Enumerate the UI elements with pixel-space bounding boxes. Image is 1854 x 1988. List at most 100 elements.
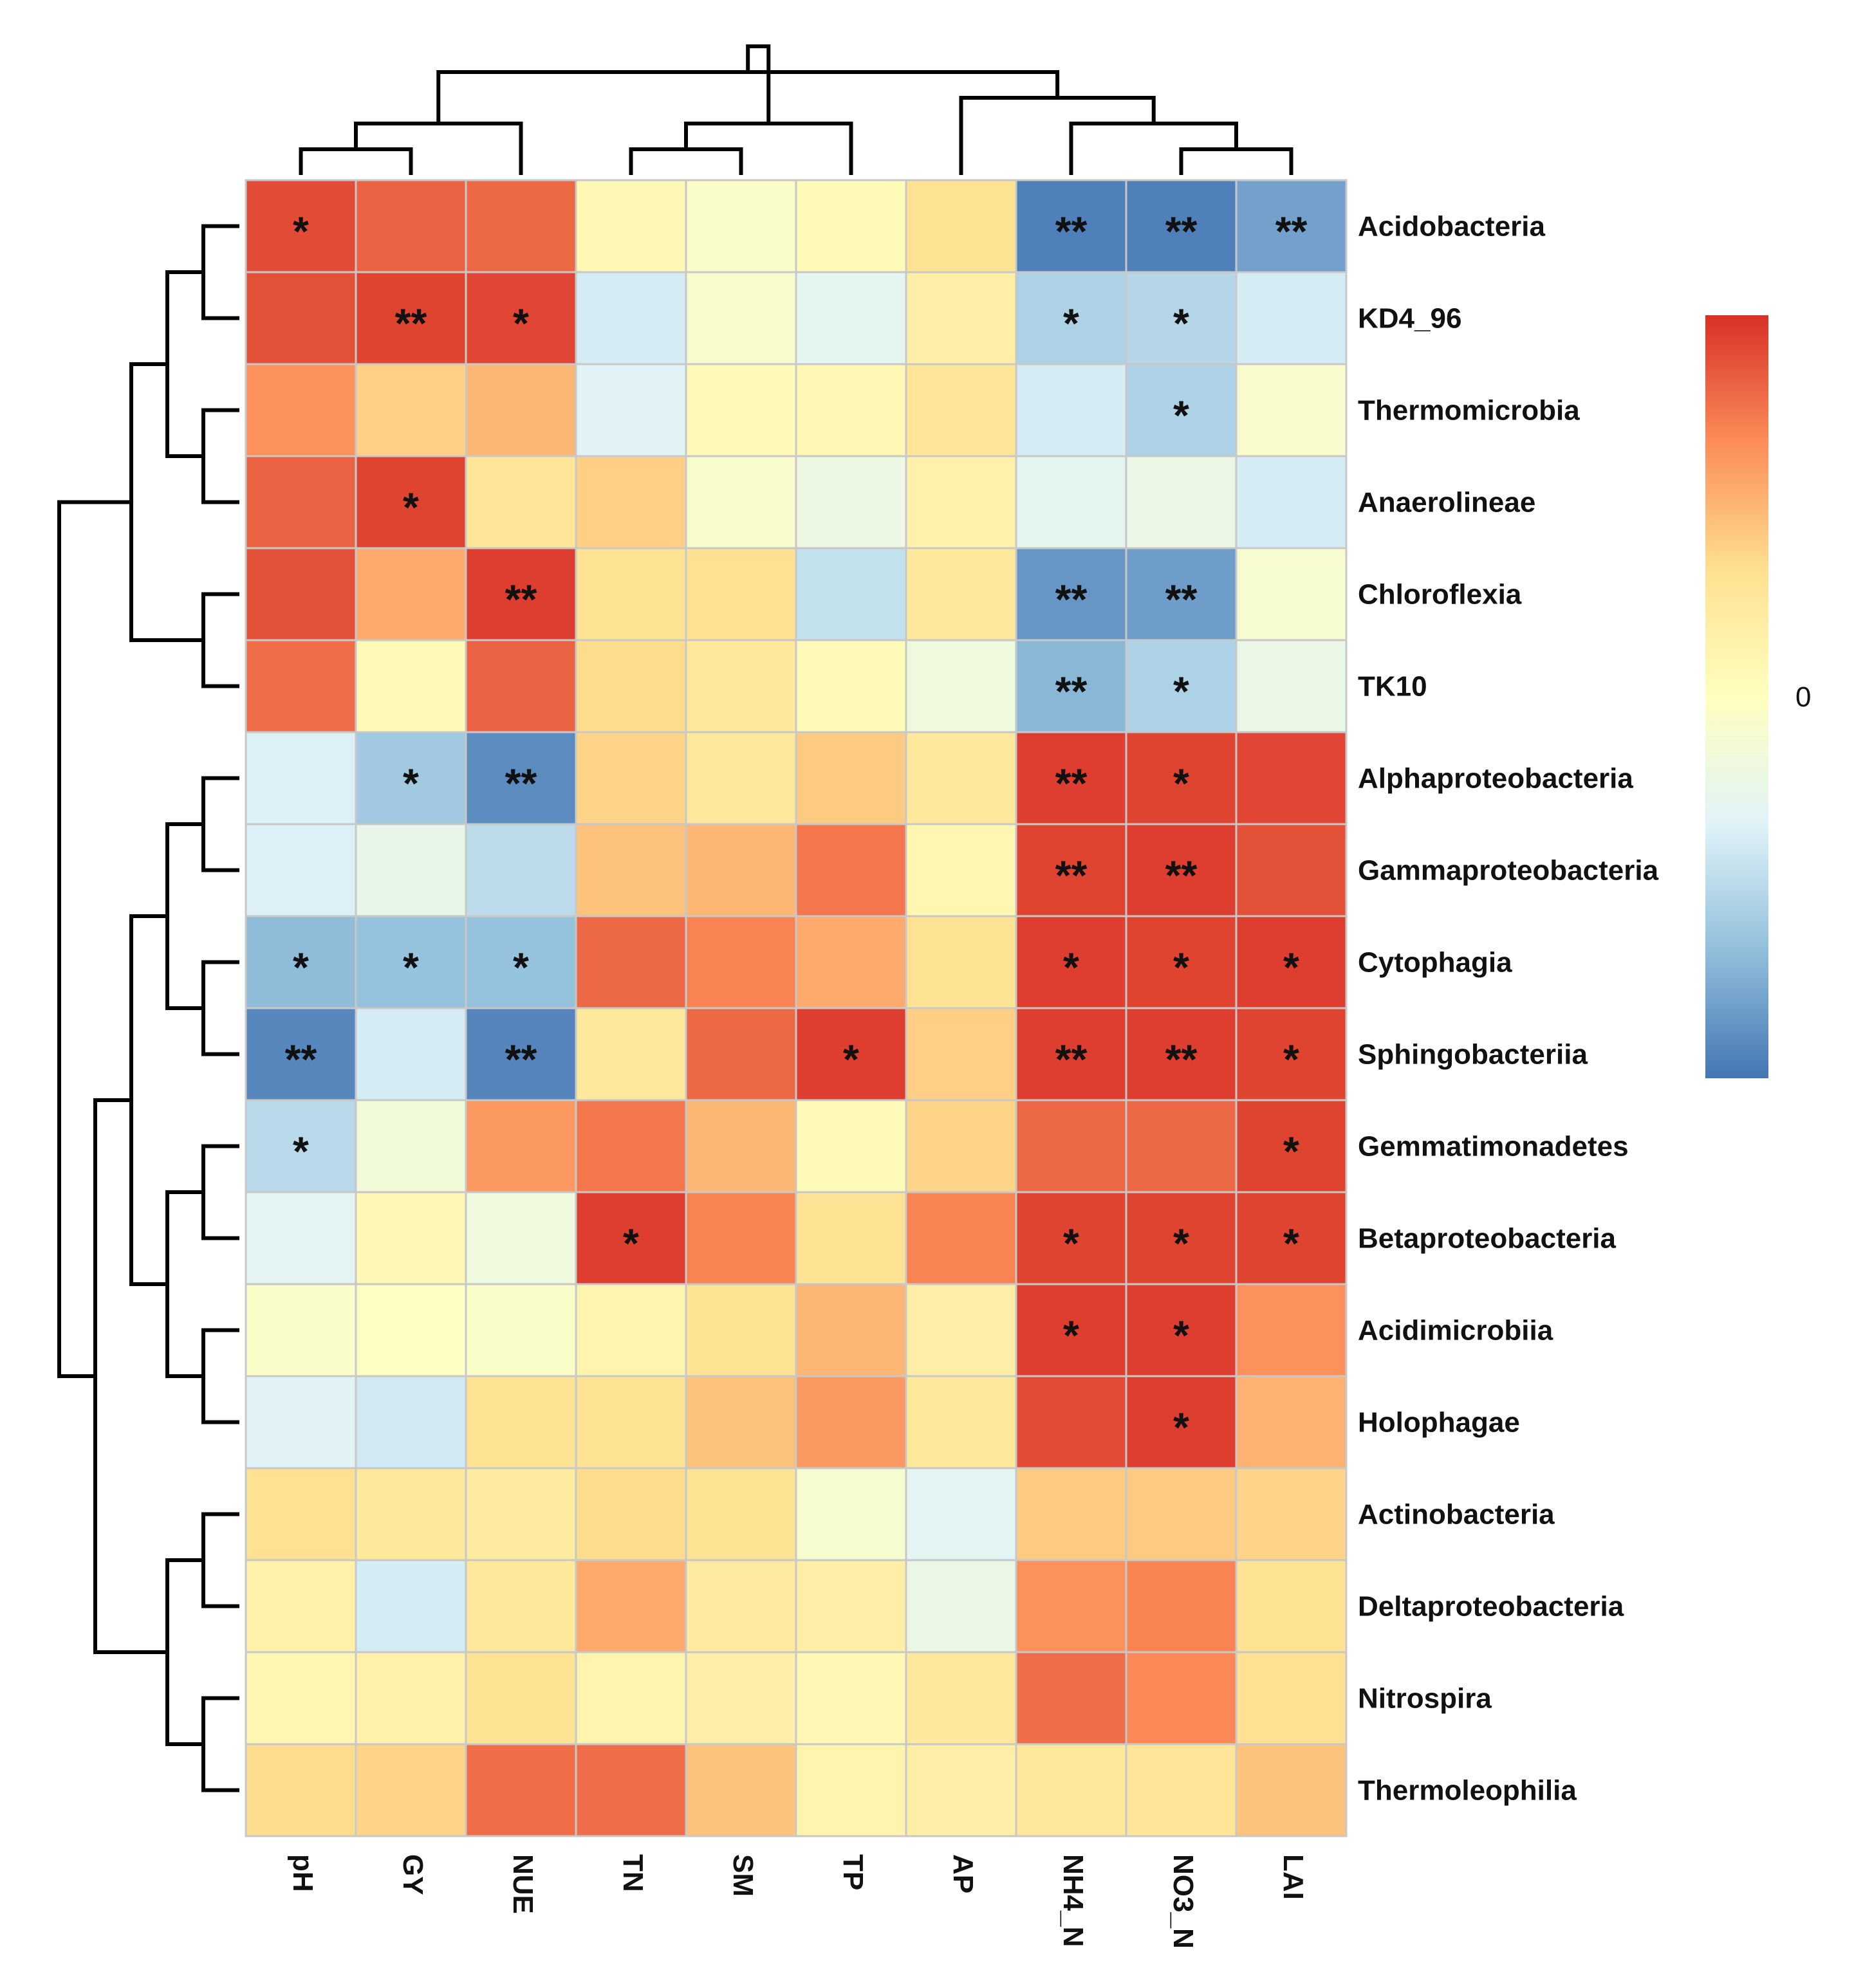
heatmap-cells	[245, 179, 1348, 1837]
heatmap-cell	[355, 1191, 467, 1285]
significance-mark: *	[1173, 1404, 1189, 1451]
significance-marks: * ** ** **** * * ***** ** **** ** ** ** *** *** * * * * **…	[285, 208, 1308, 1451]
dendrogram-branch	[1179, 147, 1293, 175]
heatmap-cell	[355, 1467, 467, 1561]
heatmap-cell	[1125, 1467, 1238, 1561]
heatmap-cell	[1125, 1559, 1238, 1653]
significance-mark: *	[1283, 1128, 1299, 1175]
heatmap-cell	[905, 1743, 1017, 1837]
heatmap-cell	[355, 915, 467, 1009]
dendrogram-branch	[201, 224, 239, 320]
significance-mark: *	[293, 208, 309, 255]
heatmap-cell	[465, 1559, 577, 1653]
heatmap-cell	[905, 1375, 1017, 1469]
heatmap-cell	[245, 1007, 357, 1101]
heatmap-cell	[575, 1651, 687, 1745]
column-label: NUE	[507, 1854, 539, 1914]
dendrogram-branch	[201, 408, 239, 504]
heatmap-cell	[1125, 915, 1238, 1009]
row-label: Acidimicrobiia	[1358, 1315, 1553, 1347]
heatmap-cell	[1125, 363, 1238, 457]
row-label: Deltaproteobacteria	[1358, 1591, 1624, 1623]
heatmap-cell	[1235, 547, 1348, 641]
heatmap-cell	[1015, 1743, 1127, 1837]
column-label: SM	[727, 1854, 759, 1897]
heatmap-cell	[245, 1283, 357, 1377]
row-label: Chloroflexia	[1358, 579, 1522, 611]
significance-mark: **	[505, 576, 537, 623]
heatmap-cell	[1015, 1007, 1127, 1101]
significance-mark: *	[403, 760, 419, 807]
dendrogram-branch	[165, 1190, 203, 1378]
significance-mark: *	[1063, 1220, 1079, 1267]
color-legend-ticks: 0	[1795, 681, 1811, 713]
significance-mark: **	[1165, 576, 1198, 623]
heatmap-cell	[795, 271, 907, 365]
dendrogram-branch	[129, 914, 167, 1286]
heatmap-cell	[465, 547, 577, 641]
row-label: Nitrospira	[1358, 1683, 1492, 1715]
heatmap-cell	[1125, 1651, 1238, 1745]
significance-mark: **	[505, 1036, 537, 1083]
heatmap-cell	[355, 547, 467, 641]
significance-mark: **	[1055, 852, 1088, 899]
heatmap-cell	[1015, 179, 1127, 273]
heatmap-cell	[905, 1007, 1017, 1101]
heatmap-cell	[905, 363, 1017, 457]
row-label: Cytophagia	[1358, 947, 1512, 979]
significance-mark: *	[1063, 944, 1079, 991]
heatmap-cell	[1235, 1375, 1348, 1469]
dendrogram-branch	[165, 1558, 203, 1746]
heatmap-cell	[575, 823, 687, 917]
heatmap-cell	[465, 639, 577, 733]
heatmap-cell	[685, 915, 797, 1009]
row-label: Sphingobacteriia	[1358, 1039, 1588, 1071]
heatmap-cell	[795, 639, 907, 733]
heatmap-cell	[355, 179, 467, 273]
heatmap-cell	[1235, 639, 1348, 733]
heatmap-cell	[685, 1007, 797, 1101]
dendrogram-branch	[201, 960, 239, 1056]
heatmap-cell	[1015, 271, 1127, 365]
heatmap-cell	[795, 1743, 907, 1837]
heatmap-cell	[1015, 547, 1127, 641]
heatmap-cell	[1015, 455, 1127, 549]
heatmap-cell	[905, 1559, 1017, 1653]
heatmap-cell	[685, 731, 797, 825]
column-label: NH4_N	[1057, 1854, 1089, 1947]
color-legend-bar	[1705, 315, 1768, 1078]
heatmap-cell	[1125, 823, 1238, 917]
heatmap-cell	[795, 363, 907, 457]
dendrogram-branch	[201, 776, 239, 872]
heatmap-cell	[905, 1651, 1017, 1745]
dendrogram-branch	[57, 500, 131, 1378]
dendrogram-branch	[201, 1512, 239, 1608]
heatmap-cell	[905, 915, 1017, 1009]
heatmap-cell	[1235, 823, 1348, 917]
heatmap-cell	[355, 1099, 467, 1193]
heatmap-cell	[905, 455, 1017, 549]
heatmap-cell	[465, 1099, 577, 1193]
heatmap-cell	[245, 1559, 357, 1653]
heatmap-cell	[1235, 1191, 1348, 1285]
row-label: Gammaproteobacteria	[1358, 855, 1659, 887]
heatmap-cell	[245, 179, 357, 273]
row-label: Gemmatimonadetes	[1358, 1131, 1629, 1163]
heatmap-cell	[1125, 1375, 1238, 1469]
significance-mark: *	[293, 1128, 309, 1175]
heatmap-cell	[795, 179, 907, 273]
heatmap-cell	[1015, 915, 1127, 1009]
heatmap-cell	[795, 1651, 907, 1745]
heatmap-cell	[1125, 1191, 1238, 1285]
row-label: Acidobacteria	[1358, 211, 1546, 243]
significance-mark: *	[403, 944, 419, 991]
heatmap-cell	[465, 823, 577, 917]
significance-mark: **	[1055, 1036, 1088, 1083]
dendrogram-branch	[629, 147, 743, 175]
column-dendrogram	[299, 44, 1293, 175]
heatmap-cell	[795, 455, 907, 549]
heatmap-cell	[795, 1191, 907, 1285]
heatmap-cell	[795, 1099, 907, 1193]
heatmap-cell	[905, 1467, 1017, 1561]
